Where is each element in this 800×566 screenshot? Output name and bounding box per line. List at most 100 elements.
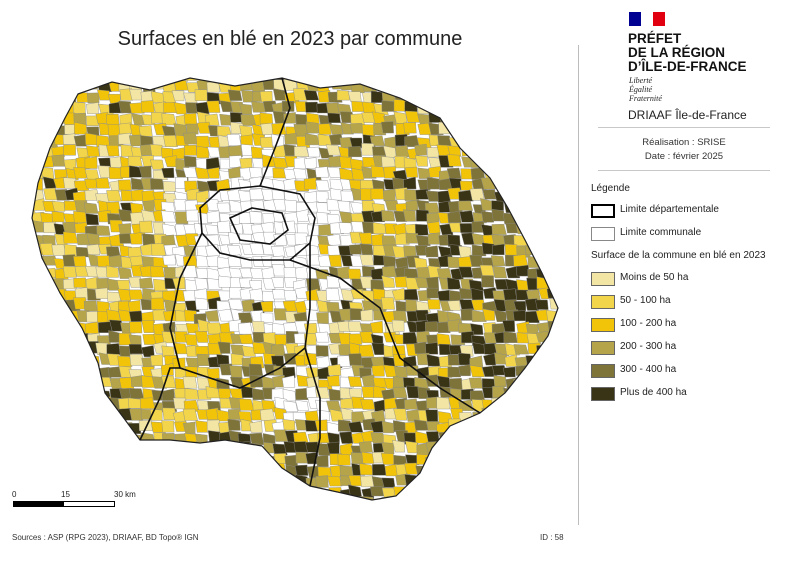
commune-cell: [514, 146, 531, 159]
commune-cell: [492, 385, 505, 398]
commune-cell: [513, 421, 529, 433]
commune-cell: [32, 344, 36, 356]
commune-cell: [492, 154, 508, 167]
commune-cell: [515, 484, 530, 498]
commune-cell: [62, 80, 78, 91]
commune-cell: [62, 265, 77, 278]
commune-cell: [128, 289, 144, 300]
commune-cell: [561, 366, 568, 378]
commune-cell: [546, 254, 558, 267]
commune-cell: [51, 80, 67, 93]
commune-cell: [32, 291, 44, 302]
commune-cell: [439, 497, 454, 500]
commune-cell: [41, 300, 55, 312]
commune-cell: [470, 487, 487, 500]
commune-cell: [427, 232, 441, 245]
commune-cell: [370, 320, 384, 334]
commune-cell: [436, 103, 450, 115]
commune-cell: [32, 476, 34, 489]
commune-cell: [161, 78, 177, 81]
commune-cell: [491, 79, 506, 91]
commune-cell: [459, 423, 473, 434]
legend-swatch: [591, 295, 615, 309]
commune-cell: [503, 387, 519, 400]
commune-cell: [86, 102, 99, 114]
commune-cell: [164, 495, 180, 500]
commune-cell: [73, 345, 88, 358]
commune-cell: [525, 104, 541, 115]
commune-cell: [74, 364, 88, 377]
commune-cell: [129, 321, 143, 334]
commune-cell: [239, 103, 252, 115]
prefet-logo-text: PRÉFET DE LA RÉGION D’ÎLE-DE-FRANCE: [628, 31, 747, 74]
commune-cell: [149, 441, 164, 453]
commune-cell: [559, 278, 568, 289]
commune-cell: [32, 451, 36, 464]
commune-cell: [303, 90, 319, 101]
commune-cell: [447, 210, 462, 224]
commune-cell: [349, 244, 362, 255]
commune-cell: [284, 199, 299, 212]
commune-cell: [64, 384, 78, 398]
commune-cell: [205, 467, 222, 478]
commune-cell: [416, 477, 431, 489]
commune-cell: [171, 455, 188, 467]
commune-cell: [513, 301, 527, 312]
commune-cell: [51, 312, 64, 325]
commune-cell: [306, 112, 320, 124]
commune-cell: [471, 133, 487, 146]
commune-cell: [63, 475, 77, 489]
commune-cell: [83, 443, 100, 455]
commune-cell: [549, 190, 558, 202]
commune-cell: [370, 188, 385, 200]
commune-cell: [468, 463, 483, 476]
commune-cell: [272, 443, 288, 456]
commune-cell: [152, 101, 167, 114]
commune-cell: [547, 407, 558, 420]
commune-cell: [504, 451, 518, 464]
commune-cell: [392, 386, 408, 398]
commune-cell: [413, 257, 428, 269]
commune-cell: [62, 221, 76, 233]
commune-cell: [229, 155, 242, 168]
commune-cell: [251, 388, 265, 400]
commune-cell: [535, 113, 551, 126]
commune-cell: [460, 463, 474, 475]
commune-cell: [216, 496, 231, 500]
commune-cell: [140, 467, 155, 478]
commune-cell: [480, 136, 496, 148]
commune-cell: [303, 157, 317, 169]
commune-cell: [51, 211, 65, 223]
commune-cell: [139, 453, 155, 464]
commune-cell: [219, 332, 235, 345]
commune-cell: [492, 146, 508, 158]
commune-cell: [306, 376, 320, 388]
commune-cell: [402, 209, 416, 222]
commune-cell: [107, 452, 124, 465]
commune-cell: [446, 167, 462, 179]
commune-cell: [32, 244, 34, 258]
commune-cell: [482, 78, 498, 82]
commune-cell: [557, 144, 558, 156]
commune-cell: [559, 91, 568, 101]
commune-cell: [479, 264, 495, 278]
commune-cell: [437, 443, 451, 456]
commune-cell: [162, 135, 178, 147]
commune-cell: [360, 309, 374, 322]
commune-cell: [138, 165, 152, 178]
commune-cell: [54, 333, 68, 345]
commune-cell: [64, 409, 78, 422]
commune-cell: [95, 177, 110, 189]
commune-cell: [516, 88, 529, 101]
commune-cell: [470, 476, 484, 489]
commune-cell: [405, 110, 420, 123]
commune-cell: [546, 225, 558, 236]
commune-cell: [547, 157, 558, 169]
commune-cell: [449, 125, 462, 136]
commune-cell: [524, 433, 539, 444]
commune-cell: [172, 465, 186, 477]
commune-cell: [415, 300, 431, 313]
commune-cell: [271, 277, 284, 288]
commune-cell: [218, 465, 234, 478]
commune-cell: [73, 376, 89, 389]
